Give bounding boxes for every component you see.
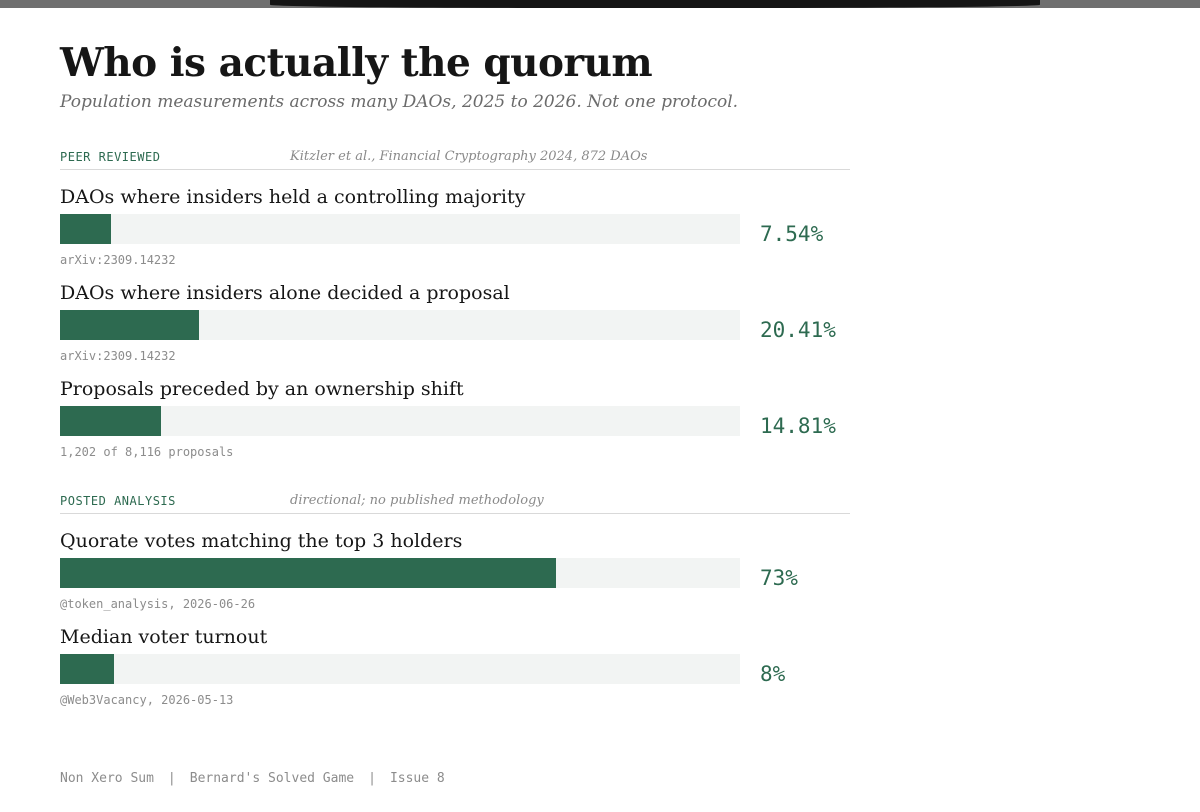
bar-label: DAOs where insiders held a controlling m…	[60, 186, 526, 208]
bar-row: DAOs where insiders alone decided a prop…	[60, 282, 850, 372]
section-header-posted-analysis: POSTED ANALYSIS directional; no publishe…	[60, 493, 850, 514]
section-source: Kitzler et al., Financial Cryptography 2…	[290, 149, 648, 164]
footer-publication: Non Xero Sum	[60, 771, 154, 786]
bar-value-label: 7.54%	[760, 222, 824, 246]
bar-value-label: 73%	[760, 566, 798, 590]
bar-fill	[60, 654, 115, 684]
bar-label: Proposals preceded by an ownership shift	[60, 378, 464, 400]
page-title: Who is actually the quorum	[60, 40, 653, 86]
top-decorative-band	[270, 0, 1040, 8]
bar-value-label: 8%	[760, 662, 786, 686]
bar-label: Median voter turnout	[60, 626, 268, 648]
section-source: directional; no published methodology	[290, 493, 544, 508]
footer-series: Bernard's Solved Game	[189, 771, 355, 786]
bar-track	[60, 558, 740, 588]
bar-source: arXiv:2309.14232	[60, 349, 176, 363]
footer: Non Xero Sum | Bernard's Solved Game | Issue…	[60, 771, 445, 786]
bar-label: DAOs where insiders alone decided a prop…	[60, 282, 510, 304]
bar-track	[60, 310, 740, 340]
section-label: PEER REVIEWED	[60, 150, 161, 164]
bar-source: @token_analysis, 2026-06-26	[60, 597, 256, 611]
section-label: POSTED ANALYSIS	[60, 494, 176, 508]
bar-track	[60, 654, 740, 684]
footer-separator: |	[368, 771, 376, 786]
bar-source: 1,202 of 8,116 proposals	[60, 445, 234, 459]
bar-row: Quorate votes matching the top 3 holders…	[60, 530, 850, 620]
bar-fill	[60, 406, 161, 436]
bar-value-label: 20.41%	[760, 318, 836, 342]
bar-track	[60, 214, 740, 244]
bar-value-label: 14.81%	[760, 414, 836, 438]
bar-row: Median voter turnout 8% @Web3Vacancy, 20…	[60, 626, 850, 716]
section-header-peer-reviewed: PEER REVIEWED Kitzler et al., Financial …	[60, 149, 850, 170]
top-decorative-strip	[0, 0, 1200, 8]
bar-fill	[60, 310, 199, 340]
bar-track	[60, 406, 740, 436]
bar-fill	[60, 558, 557, 588]
bar-row: Proposals preceded by an ownership shift…	[60, 378, 850, 468]
footer-separator: |	[167, 771, 176, 786]
bar-row: DAOs where insiders held a controlling m…	[60, 186, 850, 276]
bar-source: arXiv:2309.14232	[60, 253, 176, 267]
bar-source: @Web3Vacancy, 2026-05-13	[60, 693, 234, 707]
footer-issue: Issue 8	[389, 771, 445, 786]
bar-label: Quorate votes matching the top 3 holders	[60, 530, 463, 552]
page-subtitle: Population measurements across many DAOs…	[60, 92, 739, 112]
bar-fill	[60, 214, 112, 244]
